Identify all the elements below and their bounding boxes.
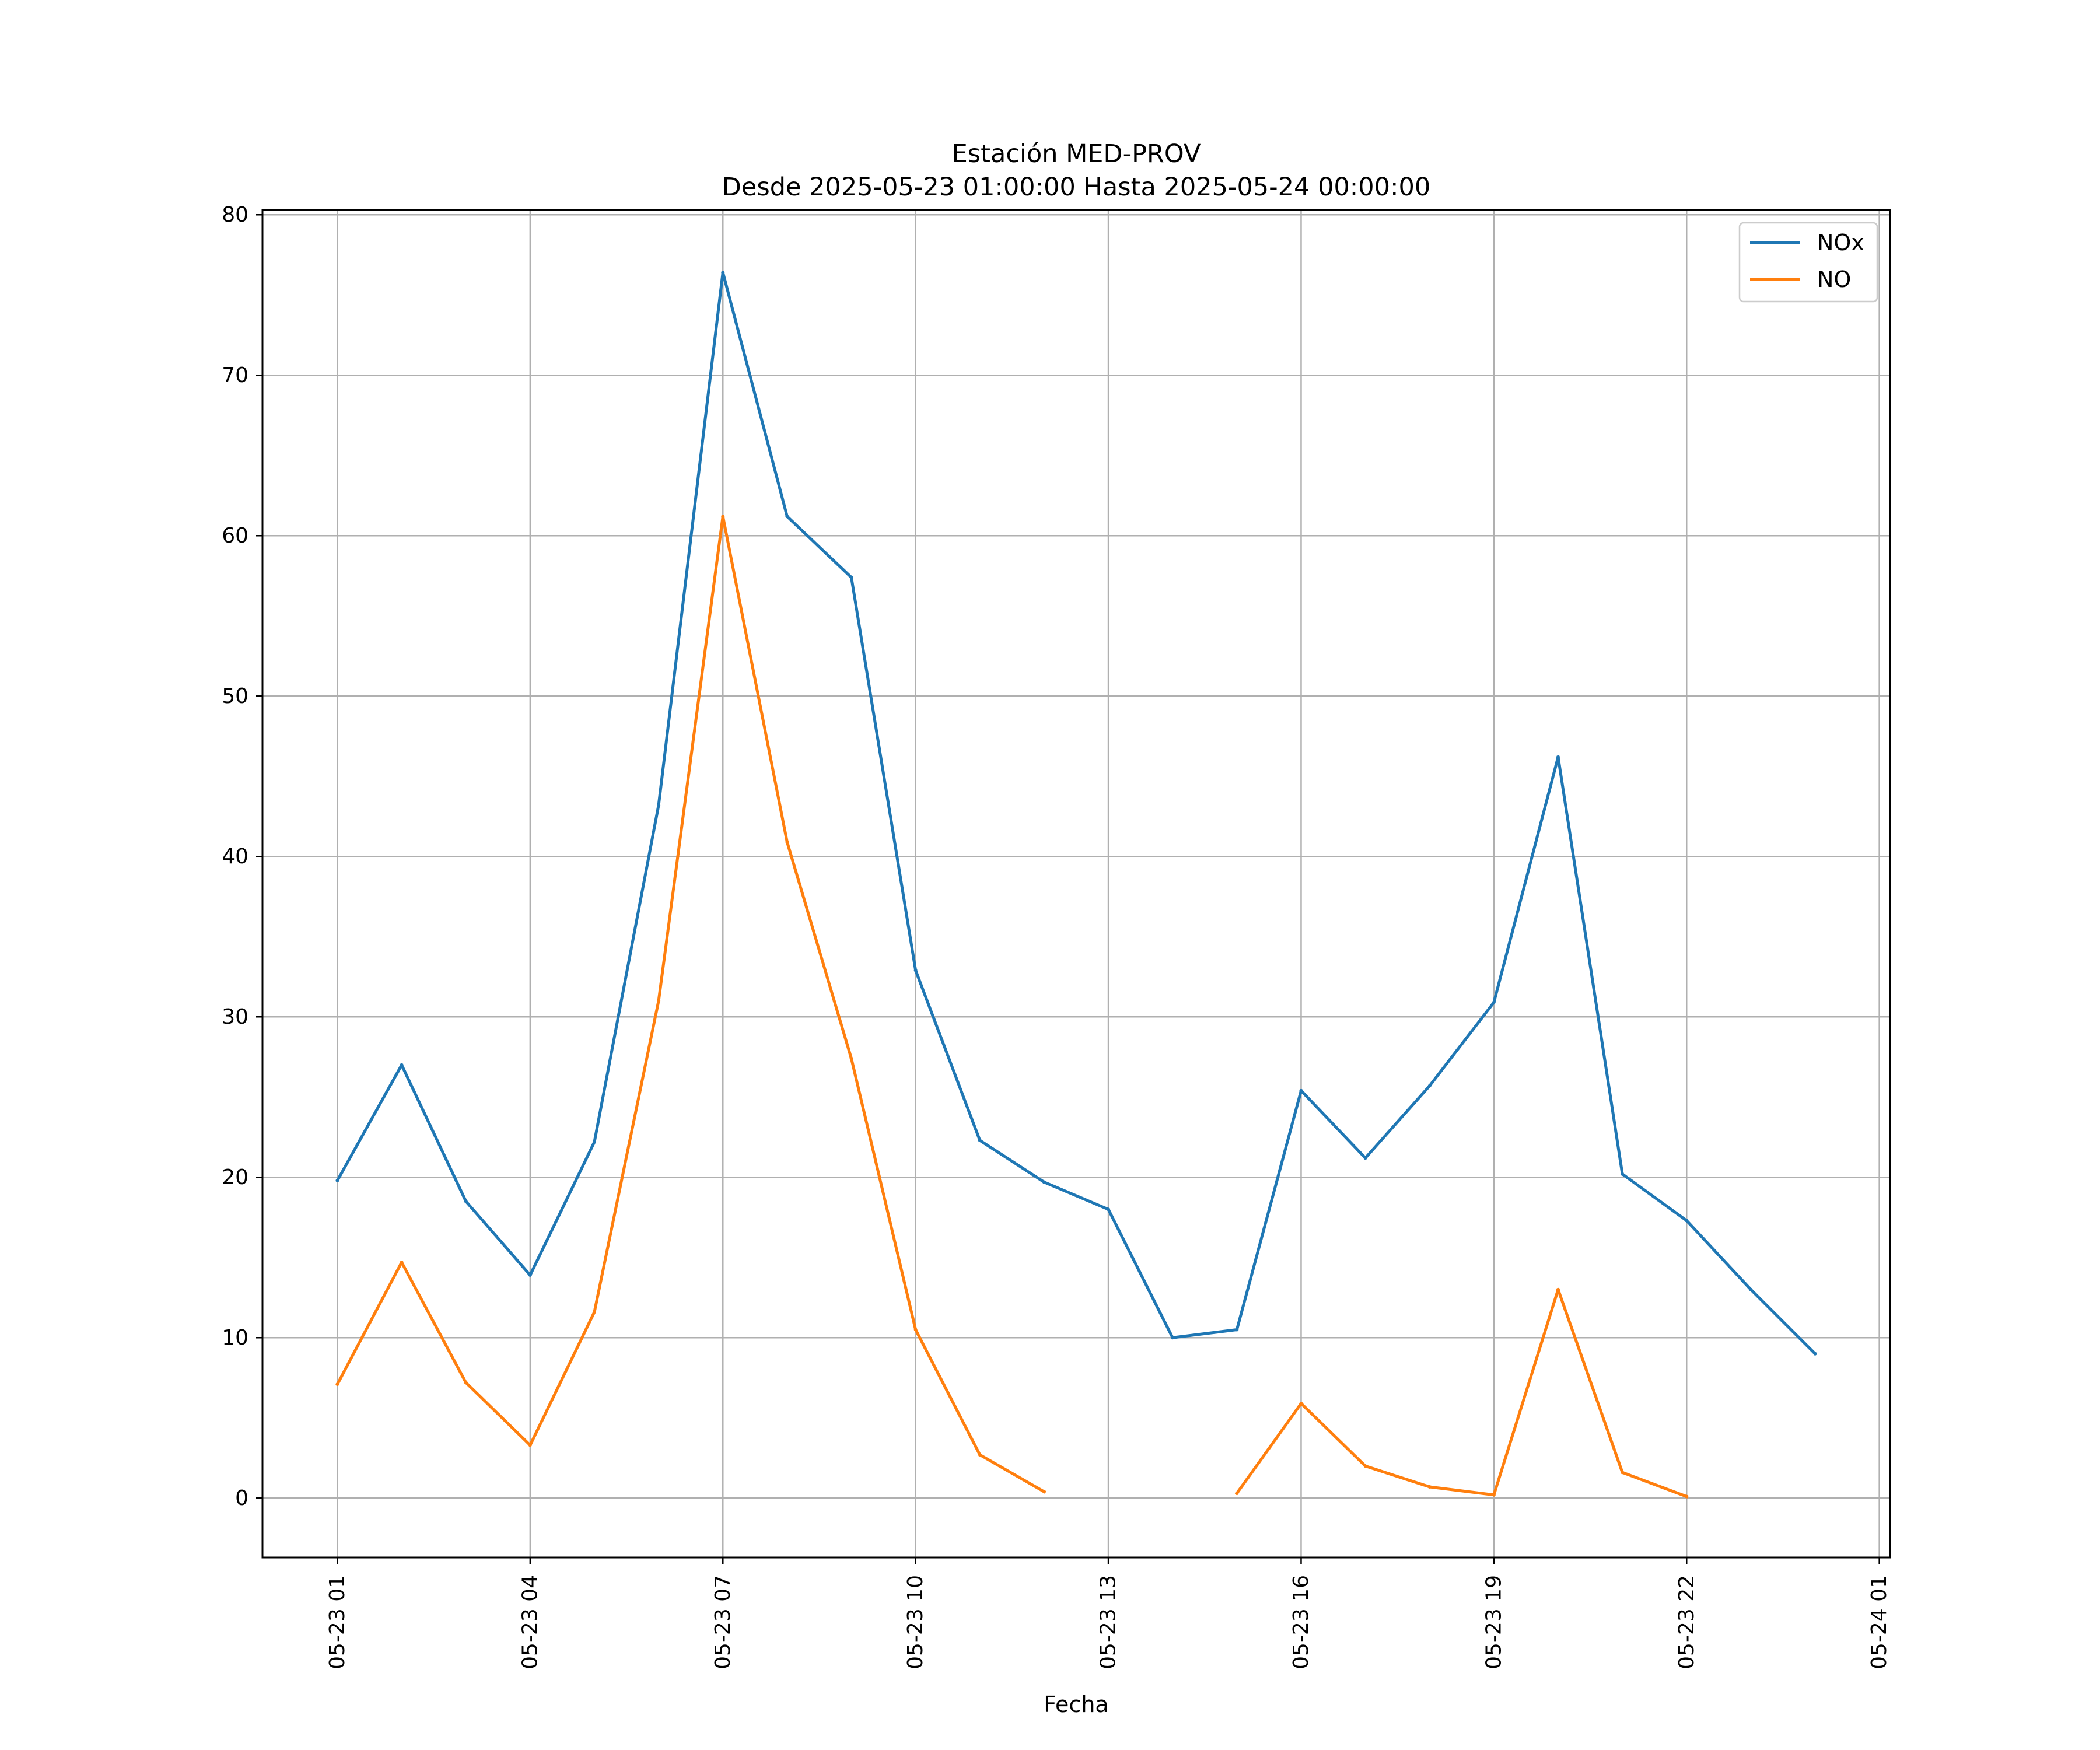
data-point-nox — [849, 575, 853, 579]
series-line-nox — [335, 271, 1818, 1356]
x-tick-label: 05-23 16 — [1289, 1575, 1313, 1670]
data-point-no — [849, 1056, 853, 1060]
y-tick-label: 80 — [222, 203, 249, 227]
data-point-nox — [1813, 1352, 1817, 1356]
data-point-nox — [1685, 1219, 1689, 1223]
plot-frame — [261, 209, 1891, 1559]
data-point-nox — [978, 1139, 982, 1142]
x-tick-label: 05-23 19 — [1482, 1575, 1506, 1670]
data-point-nox — [1620, 1172, 1625, 1176]
data-point-nox — [1299, 1088, 1303, 1093]
data-point-no — [1042, 1490, 1046, 1494]
data-point-nox — [721, 271, 725, 275]
y-tick-label: 50 — [222, 684, 249, 708]
data-point-no — [1556, 1287, 1560, 1292]
data-point-no — [1492, 1493, 1496, 1497]
data-point-no — [1685, 1494, 1689, 1499]
series-points-nox — [335, 271, 1817, 1356]
y-tick-label: 40 — [222, 845, 249, 869]
data-point-no — [528, 1443, 532, 1447]
x-axis-label: Fecha — [1044, 1692, 1108, 1717]
data-point-no — [657, 999, 661, 1003]
data-point-nox — [1042, 1180, 1046, 1184]
data-point-no — [785, 840, 789, 844]
data-point-nox — [400, 1063, 404, 1067]
x-tick-label: 05-23 13 — [1097, 1575, 1121, 1670]
data-point-nox — [785, 514, 789, 519]
data-point-no — [1620, 1471, 1625, 1475]
y-tick-label: 60 — [222, 524, 249, 548]
legend-label-nox: NOx — [1817, 230, 1864, 256]
chart-title: Estación MED-PROV — [952, 139, 1201, 169]
plot-lines — [335, 271, 1818, 1499]
data-point-nox — [657, 803, 661, 807]
data-point-nox — [1363, 1156, 1367, 1160]
data-point-nox — [1556, 755, 1560, 759]
data-point-nox — [1749, 1287, 1753, 1292]
data-point-no — [1235, 1492, 1239, 1495]
data-point-nox — [464, 1199, 468, 1203]
x-tick-label: 05-23 01 — [326, 1575, 349, 1670]
data-point-no — [1427, 1485, 1432, 1489]
data-point-nox — [1107, 1208, 1111, 1212]
legend-label-no: NO — [1817, 267, 1851, 292]
series-line-no — [335, 514, 1689, 1499]
x-tick-label: 05-23 10 — [904, 1575, 928, 1670]
x-tick-label: 05-23 07 — [711, 1575, 735, 1670]
legend: NOx NO — [1738, 222, 1878, 303]
y-tick-label: 10 — [222, 1326, 249, 1350]
data-point-nox — [593, 1140, 597, 1144]
x-tick-label: 05-24 01 — [1867, 1575, 1891, 1670]
x-tick-label: 05-23 04 — [518, 1575, 542, 1670]
data-point-no — [593, 1310, 597, 1314]
grid — [262, 210, 1890, 1558]
chart-subtitle: Desde 2025-05-23 01:00:00 Hasta 2025-05-… — [722, 173, 1430, 202]
data-point-no — [1363, 1464, 1367, 1468]
data-point-nox — [914, 968, 918, 972]
y-tick-label: 30 — [222, 1005, 249, 1029]
data-point-nox — [1427, 1084, 1432, 1088]
x-axis: 05-23 01 05-23 04 05-23 07 05-23 10 05-23 13… — [326, 1558, 1891, 1670]
y-tick-label: 70 — [222, 363, 249, 387]
data-point-no — [978, 1453, 982, 1457]
data-point-no — [400, 1261, 404, 1264]
data-point-nox — [1492, 1000, 1496, 1005]
y-axis: 0 10 20 30 40 50 60 70 80 — [222, 203, 262, 1510]
data-point-nox — [1235, 1328, 1239, 1332]
data-point-no — [721, 514, 725, 519]
data-point-no — [335, 1382, 340, 1386]
data-point-no — [914, 1328, 918, 1332]
data-point-no — [1299, 1402, 1303, 1405]
data-point-nox — [335, 1178, 340, 1182]
data-point-no — [464, 1381, 468, 1385]
data-point-nox — [1171, 1336, 1175, 1340]
series-points-no — [335, 514, 1689, 1499]
x-tick-label: 05-23 22 — [1675, 1575, 1699, 1670]
data-point-nox — [528, 1273, 532, 1277]
y-tick-label: 20 — [222, 1166, 249, 1189]
y-tick-label: 0 — [235, 1486, 249, 1510]
